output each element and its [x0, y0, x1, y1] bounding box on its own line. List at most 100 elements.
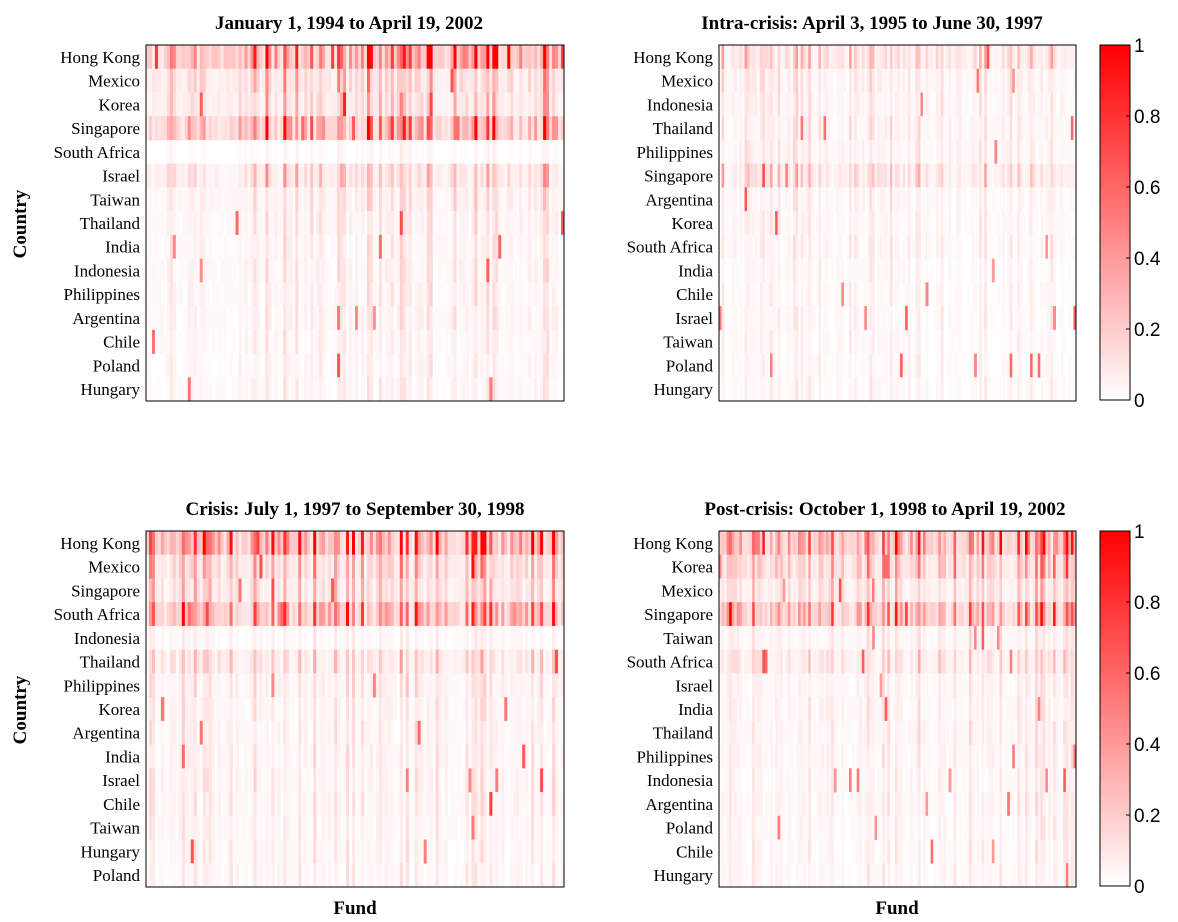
heatmap-cell — [846, 45, 850, 70]
heatmap-cell — [211, 187, 216, 212]
heatmap-cell — [387, 744, 392, 769]
heatmap-cell — [764, 163, 768, 188]
heatmap-cell — [363, 720, 368, 745]
heatmap-cell — [838, 139, 842, 165]
heatmap-cell — [910, 306, 914, 331]
heatmap-cell — [468, 234, 472, 259]
heatmap-cell — [1032, 187, 1036, 212]
heatmap-cell — [146, 649, 150, 674]
heatmap-cell — [1007, 163, 1011, 188]
heatmap-cell — [355, 116, 359, 141]
heatmap-cell — [828, 45, 832, 70]
heatmap-cell — [450, 673, 454, 698]
heatmap-cell — [897, 45, 901, 70]
heatmap-cell — [731, 163, 735, 188]
heatmap-cell — [1012, 116, 1016, 141]
heatmap-cell — [951, 92, 954, 117]
heatmap-cell — [319, 92, 323, 117]
heatmap-cell — [1070, 163, 1074, 188]
heatmap-cell — [831, 211, 835, 236]
heatmap-cell — [334, 744, 338, 769]
heatmap-cell — [298, 625, 302, 651]
heatmap-cell — [534, 282, 538, 307]
heatmap-cell — [1022, 353, 1026, 378]
heatmap-cell — [295, 602, 299, 627]
heatmap-cell — [747, 68, 750, 93]
heatmap-cell — [798, 258, 801, 283]
heatmap-cell — [465, 187, 469, 212]
heatmap-cell — [151, 116, 156, 141]
heatmap-cell — [146, 329, 150, 354]
heatmap-cell — [450, 163, 454, 188]
heatmap-cell — [205, 92, 210, 117]
heatmap-cell — [429, 531, 434, 556]
heatmap-cell — [1047, 45, 1051, 70]
heatmap-cell — [958, 211, 962, 236]
heatmap-cell — [256, 116, 260, 141]
heatmap-cell — [872, 377, 875, 402]
heatmap-cell — [543, 45, 547, 70]
heatmap-cell — [534, 258, 538, 283]
heatmap-cell — [762, 258, 766, 283]
heatmap-cell — [790, 116, 794, 141]
heatmap-cell — [465, 602, 469, 627]
heatmap-cell — [721, 211, 725, 236]
heatmap-cell — [360, 697, 365, 722]
heatmap-cell — [1045, 377, 1049, 402]
heatmap-cell — [417, 116, 422, 141]
row-label: Mexico — [88, 72, 140, 91]
heatmap-cell — [334, 92, 338, 117]
heatmap-cell — [1053, 139, 1056, 165]
heatmap-cell — [486, 673, 490, 698]
heatmap-cell — [148, 116, 153, 141]
heatmap-cell — [346, 116, 350, 141]
heatmap-cell — [1070, 68, 1074, 93]
heatmap-cell — [438, 554, 442, 579]
heatmap-cell — [441, 673, 445, 698]
heatmap-cell — [241, 602, 245, 627]
heatmap-cell — [1002, 306, 1005, 331]
heatmap-cell — [247, 578, 251, 603]
heatmap-cell — [528, 282, 532, 307]
heatmap-cell — [543, 139, 547, 165]
heatmap-cell — [861, 187, 865, 212]
heatmap-cell — [408, 578, 413, 603]
heatmap-cell — [1032, 329, 1036, 354]
heatmap-cell — [489, 744, 493, 769]
heatmap-cell — [528, 116, 532, 141]
heatmap-cell — [1055, 116, 1059, 141]
heatmap-cell — [902, 306, 906, 331]
heatmap-cell — [387, 306, 392, 331]
heatmap-cell — [986, 92, 990, 117]
heatmap-cell — [298, 578, 302, 603]
heatmap-cell — [292, 45, 296, 70]
heatmap-cell — [208, 306, 213, 331]
heatmap-cell — [349, 649, 353, 674]
heatmap-cell — [859, 139, 863, 165]
heatmap-cell — [163, 744, 168, 769]
heatmap-cell — [438, 578, 442, 603]
heatmap-cell — [172, 329, 177, 354]
heatmap-cell — [522, 697, 526, 722]
heatmap-cell — [444, 625, 448, 651]
heatmap-cell — [1050, 211, 1054, 236]
heatmap-cell — [232, 578, 236, 603]
heatmap-cell — [1053, 258, 1056, 283]
heatmap-cell — [882, 234, 886, 259]
heatmap-cell — [148, 92, 153, 117]
heatmap-cell — [1025, 45, 1028, 70]
heatmap-cell — [534, 306, 538, 331]
heatmap-cell — [1045, 116, 1049, 141]
heatmap-cell — [223, 68, 228, 93]
heatmap-cell — [175, 68, 180, 93]
heatmap-cell — [432, 377, 437, 402]
heatmap-cell — [157, 187, 162, 212]
heatmap-cell — [734, 68, 738, 93]
heatmap-cell — [283, 68, 287, 93]
heatmap-cell — [432, 720, 437, 745]
heatmap-cell — [1012, 282, 1016, 307]
heatmap-cell — [1050, 45, 1054, 70]
heatmap-cell — [752, 306, 756, 331]
heatmap-cell — [719, 45, 722, 70]
heatmap-cell — [1022, 329, 1026, 354]
